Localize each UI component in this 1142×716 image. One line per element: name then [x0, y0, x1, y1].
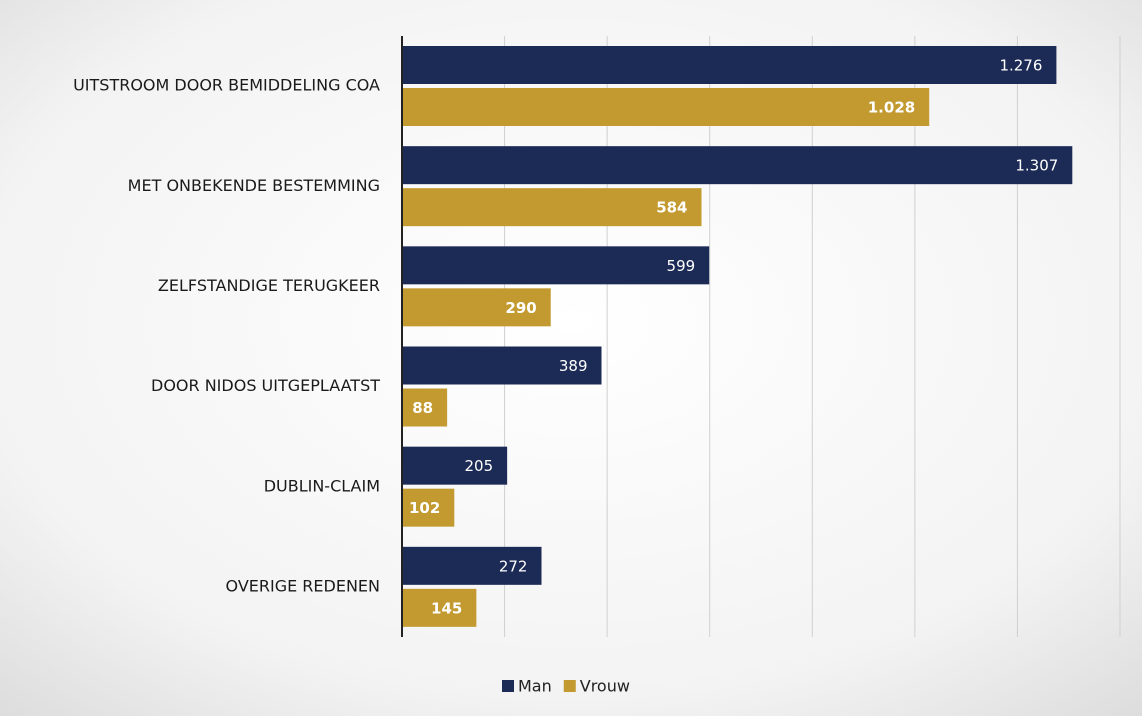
legend-label: Man: [518, 677, 552, 696]
bar: [402, 188, 702, 227]
bar: [402, 388, 448, 427]
bar: [402, 546, 542, 585]
data-label: 145: [431, 599, 462, 617]
data-label: 1.307: [1015, 157, 1058, 175]
y-tick-label: MET ONBEKENDE BESTEMMING: [128, 176, 380, 195]
data-label: 272: [499, 557, 528, 575]
data-label: 584: [656, 199, 687, 217]
data-label: 1.276: [999, 57, 1042, 75]
bar: [402, 446, 508, 485]
bar: [402, 88, 930, 126]
data-label: 102: [409, 499, 440, 517]
y-tick-label: OVERIGE REDENEN: [226, 576, 381, 595]
data-label: 389: [559, 357, 588, 375]
y-tick-label: DUBLIN-CLAIM: [264, 476, 380, 495]
y-tick-label: ZELFSTANDIGE TERUGKEER: [158, 276, 380, 295]
y-tick-label: DOOR NIDOS UITGEPLAATST: [151, 376, 380, 395]
bar: [402, 246, 710, 285]
legend-label: Vrouw: [580, 677, 630, 696]
bar: [402, 146, 1073, 185]
bar: [402, 588, 477, 627]
bar: [402, 346, 602, 385]
bar: [402, 488, 455, 527]
legend-swatch: [563, 680, 576, 692]
bar: [402, 46, 1057, 84]
data-label: 1.028: [868, 99, 915, 117]
y-tick-label: UITSTROOM DOOR BEMIDDELING COA: [73, 76, 380, 95]
data-label: 88: [412, 399, 433, 417]
bar: [402, 288, 551, 327]
legend-swatch: [502, 680, 514, 692]
data-label: 599: [667, 257, 696, 275]
data-label: 205: [464, 457, 493, 475]
data-label: 290: [505, 299, 536, 317]
